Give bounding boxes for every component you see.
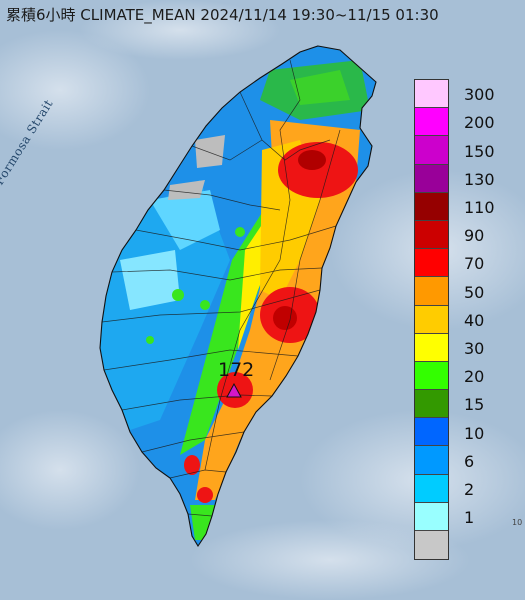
legend-label: 200 xyxy=(464,113,495,133)
legend-label: 1 xyxy=(464,508,475,528)
legend-swatch xyxy=(415,220,448,250)
legend-label: 15 xyxy=(464,395,485,415)
legend-swatch xyxy=(415,108,448,137)
map-title: 累積6小時 CLIMATE_MEAN 2024/11/14 19:30~11/1… xyxy=(6,6,439,24)
legend-swatch xyxy=(415,418,448,447)
legend-swatch xyxy=(415,80,448,109)
legend-labels: 300 200 150 130 110 90 70 50 40 30 20 15 10 6 2 1 xyxy=(464,0,524,600)
legend-swatch xyxy=(415,305,448,334)
legend-swatch xyxy=(415,531,448,560)
legend-label: 2 xyxy=(464,480,475,499)
legend-swatch xyxy=(415,502,448,531)
color-legend xyxy=(414,79,449,561)
legend-label: 20 xyxy=(464,367,485,387)
corner-note: 10 xyxy=(512,518,523,527)
legend-label: 10 xyxy=(464,423,485,443)
legend-swatch xyxy=(415,136,448,165)
legend-label: 130 xyxy=(464,169,495,189)
legend-swatch xyxy=(415,249,448,278)
legend-swatch xyxy=(415,333,448,362)
legend-label: 90 xyxy=(464,226,485,246)
legend-label: 6 xyxy=(464,451,475,471)
taiwan-island xyxy=(99,45,377,548)
legend-swatch xyxy=(415,361,448,391)
max-station-triangle-icon xyxy=(226,382,242,398)
legend-swatch xyxy=(415,446,448,475)
legend-swatch xyxy=(415,164,448,193)
legend-swatch xyxy=(415,390,448,419)
legend-label: 300 xyxy=(464,85,495,105)
legend-swatch xyxy=(415,474,448,503)
legend-label: 150 xyxy=(464,141,495,161)
max-value-label: 172 xyxy=(218,359,255,381)
legend-label: 110 xyxy=(464,198,495,217)
legend-label: 70 xyxy=(464,254,485,274)
legend-swatch xyxy=(415,277,448,306)
legend-swatch xyxy=(415,192,448,221)
legend-label: 50 xyxy=(464,282,485,302)
legend-label: 30 xyxy=(464,339,485,358)
legend-label: 40 xyxy=(464,310,485,330)
